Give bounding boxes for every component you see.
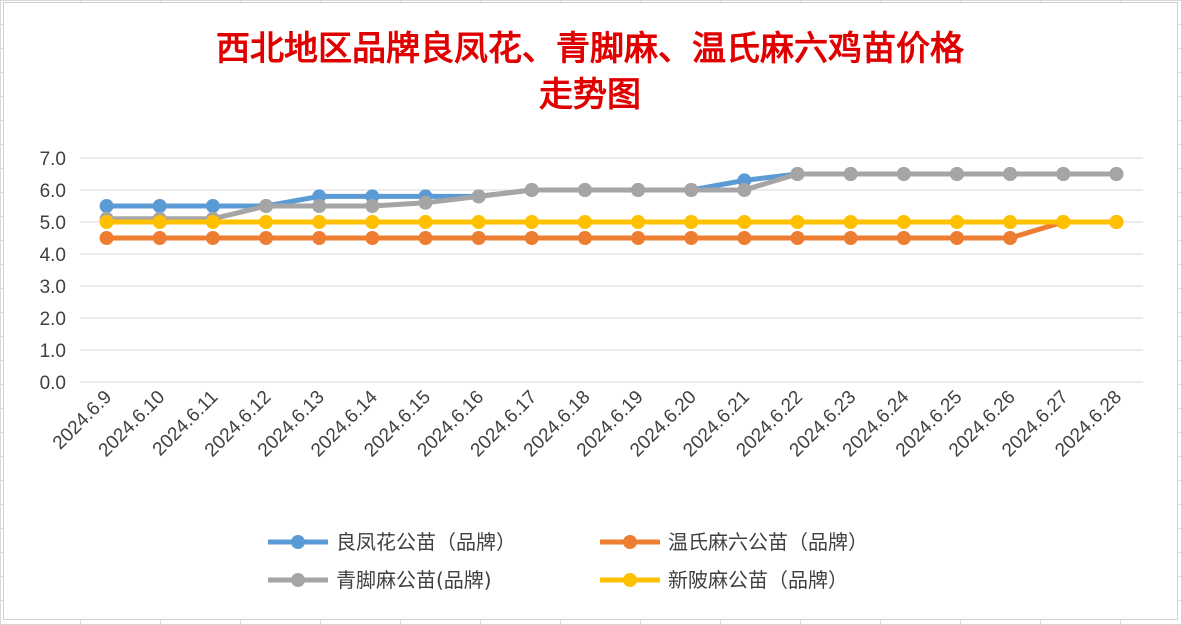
data-point[interactable] (471, 215, 486, 229)
data-point[interactable] (949, 215, 964, 229)
legend-label: 温氏麻六公苗（品牌） (668, 530, 868, 554)
data-point[interactable] (205, 231, 220, 245)
data-point[interactable] (524, 215, 539, 229)
legend-item-2[interactable]: 温氏麻六公苗（品牌） (600, 530, 868, 554)
series-line (104, 219, 1119, 241)
y-axis-ticks: 0.0 1.0 2.0 3.0 4.0 5.0 6.0 7.0 (40, 149, 66, 394)
gridlines (80, 157, 1143, 383)
data-point[interactable] (684, 215, 699, 229)
data-point[interactable] (896, 215, 911, 229)
data-point[interactable] (99, 231, 114, 245)
data-point[interactable] (1003, 215, 1018, 229)
data-point[interactable] (259, 199, 274, 213)
data-point[interactable] (684, 231, 699, 245)
y-tick-label: 5.0 (40, 213, 66, 234)
data-point[interactable] (418, 231, 433, 245)
data-point[interactable] (418, 215, 433, 229)
data-point[interactable] (843, 231, 858, 245)
data-point[interactable] (949, 231, 964, 245)
y-tick-label: 2.0 (40, 309, 66, 330)
data-point[interactable] (631, 215, 646, 229)
data-point[interactable] (152, 215, 167, 229)
data-point[interactable] (99, 215, 114, 229)
data-point[interactable] (312, 215, 327, 229)
data-point[interactable] (205, 199, 220, 213)
data-point[interactable] (471, 189, 486, 204)
data-point[interactable] (577, 215, 592, 229)
data-point[interactable] (312, 189, 327, 204)
data-point[interactable] (737, 183, 752, 197)
chart-title-line-1: 西北地区品牌良凤花、青脚麻、温氏麻六鸡苗价格 (216, 29, 965, 69)
data-point[interactable] (365, 199, 380, 213)
data-point[interactable] (418, 195, 433, 210)
data-point[interactable] (1056, 167, 1071, 181)
series-4 (99, 215, 1124, 229)
data-point[interactable] (790, 167, 805, 181)
data-point[interactable] (1109, 215, 1124, 229)
data-point[interactable] (577, 183, 592, 197)
y-tick-label: 0.0 (40, 373, 66, 394)
series-3 (99, 167, 1124, 226)
y-tick-label: 1.0 (40, 341, 66, 362)
chart-title-line-2: 走势图 (539, 75, 641, 115)
data-point[interactable] (524, 183, 539, 197)
chart-area[interactable] (3, 2, 1178, 620)
legend-item-1[interactable]: 良凤花公苗（品牌） (268, 530, 516, 554)
legend-label: 良凤花公苗（品牌） (336, 530, 516, 554)
data-point[interactable] (737, 231, 752, 245)
legend-swatch-marker (623, 573, 637, 587)
legend-swatch-marker (291, 535, 305, 549)
data-point[interactable] (737, 173, 752, 188)
data-point[interactable] (843, 215, 858, 229)
y-tick-label: 6.0 (40, 181, 66, 202)
data-point[interactable] (99, 199, 114, 213)
data-point[interactable] (1056, 215, 1071, 229)
data-point[interactable] (1003, 231, 1018, 245)
data-point[interactable] (365, 215, 380, 229)
data-point[interactable] (790, 215, 805, 229)
data-point[interactable] (896, 167, 911, 181)
data-point[interactable] (896, 231, 911, 245)
legend-label: 新陂麻公苗（品牌） (668, 568, 848, 592)
data-point[interactable] (205, 215, 220, 229)
data-point[interactable] (577, 231, 592, 245)
data-point[interactable] (365, 189, 380, 204)
legend-swatch-marker (623, 535, 637, 549)
data-point[interactable] (684, 183, 699, 197)
data-point[interactable] (1003, 167, 1018, 181)
data-point[interactable] (152, 231, 167, 245)
x-axis-ticks: 2024.6.92024.6.102024.6.112024.6.122024.… (49, 386, 1126, 461)
data-point[interactable] (949, 167, 964, 181)
data-point[interactable] (631, 183, 646, 197)
data-point[interactable] (843, 167, 858, 181)
legend-item-4[interactable]: 新陂麻公苗（品牌） (600, 568, 848, 592)
series-lines (99, 167, 1124, 245)
data-point[interactable] (365, 231, 380, 245)
data-point[interactable] (312, 199, 327, 213)
data-point[interactable] (471, 231, 486, 245)
y-tick-label: 7.0 (40, 149, 66, 170)
data-point[interactable] (152, 199, 167, 213)
legend-swatch-marker (291, 573, 305, 587)
data-point[interactable] (259, 215, 274, 229)
legend-item-3[interactable]: 青脚麻公苗(品牌) (268, 568, 492, 592)
data-point[interactable] (790, 231, 805, 245)
data-point[interactable] (631, 231, 646, 245)
data-point[interactable] (737, 215, 752, 229)
y-tick-label: 3.0 (40, 277, 66, 298)
data-point[interactable] (259, 231, 274, 245)
y-tick-label: 4.0 (40, 245, 66, 266)
data-point[interactable] (524, 231, 539, 245)
series-line (104, 171, 1119, 222)
data-point[interactable] (1109, 167, 1124, 181)
chart-title: 西北地区品牌良凤花、青脚麻、温氏麻六鸡苗价格 走势图 (216, 29, 965, 115)
series-2 (99, 215, 1124, 245)
legend[interactable]: 良凤花公苗（品牌） 温氏麻六公苗（品牌） 青脚麻公苗(品牌) 新陂麻公苗（品牌） (268, 530, 868, 592)
legend-label: 青脚麻公苗(品牌) (336, 568, 492, 592)
data-point[interactable] (312, 231, 327, 245)
